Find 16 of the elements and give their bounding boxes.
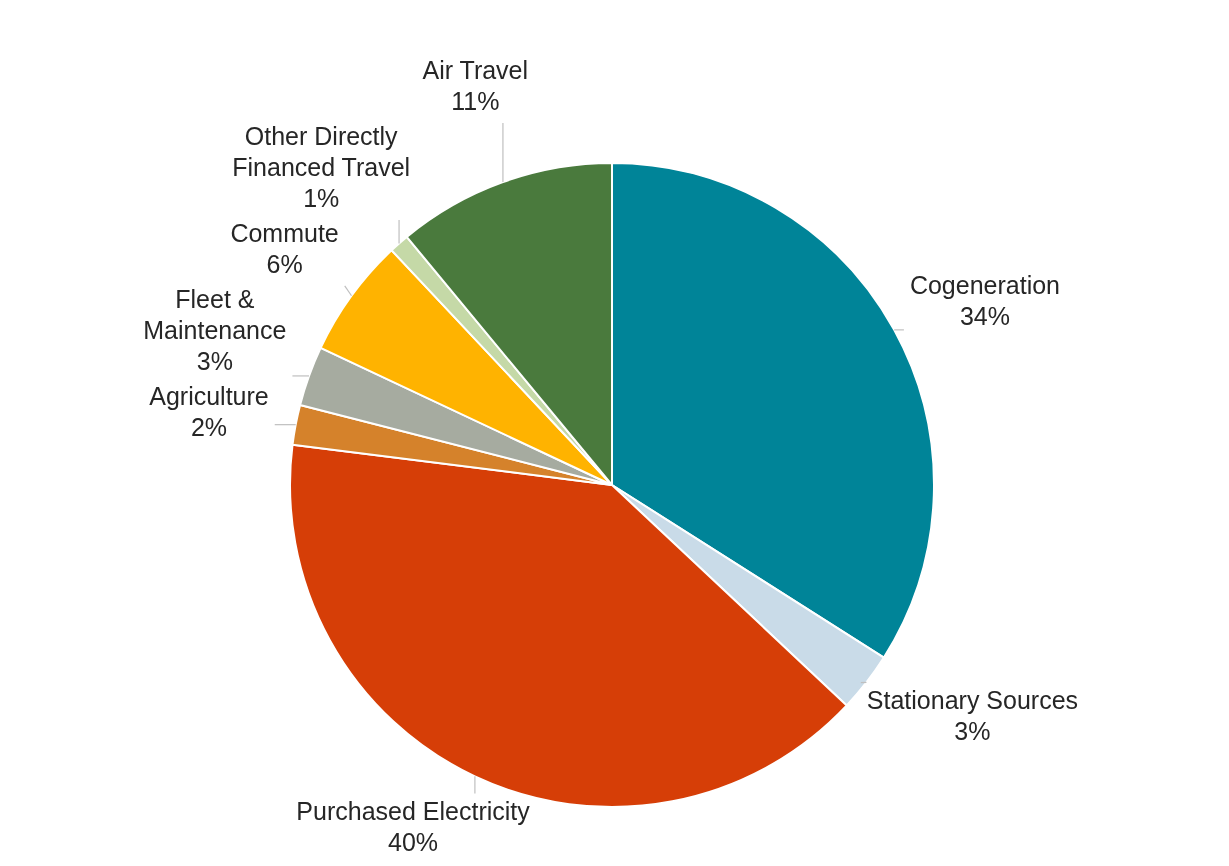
slice-label: Air Travel: [422, 56, 529, 85]
slice-label: Agriculture: [149, 382, 269, 411]
data-label: 11%: [451, 87, 500, 116]
slice-label: Other Directly Financed Travel: [232, 122, 411, 182]
data-label: 6%: [266, 250, 303, 279]
data-label: 3%: [196, 347, 233, 376]
slice-label: Commute: [230, 219, 339, 248]
data-label: 3%: [954, 717, 991, 746]
data-label: 2%: [190, 413, 228, 442]
slice-label: Cogeneration: [909, 270, 1061, 299]
slice-label: Fleet & Maintenance: [143, 285, 287, 345]
data-label: 40%: [388, 827, 439, 856]
slice-label: Purchased Electricity: [296, 796, 531, 825]
data-label: 1%: [303, 184, 340, 213]
slice-label: Stationary Sources: [866, 686, 1079, 715]
data-label: 34%: [959, 301, 1010, 330]
